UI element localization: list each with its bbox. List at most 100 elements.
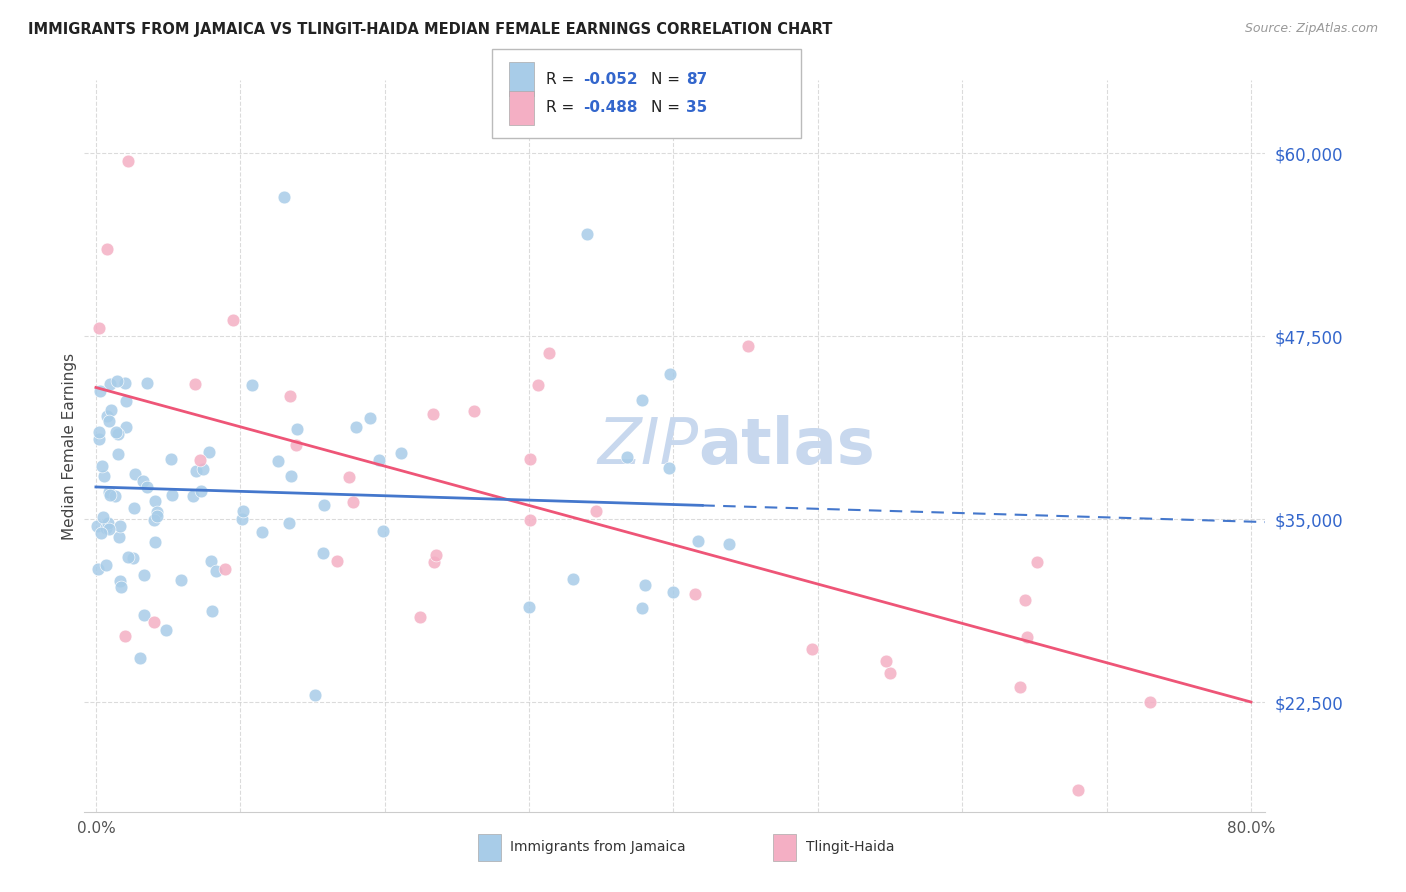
Point [538, 345, 561, 359]
Text: atlas: atlas [699, 415, 876, 477]
Point [184, 464, 207, 478]
Point [280, 390, 302, 404]
Point [875, 654, 897, 668]
Point [200, 554, 222, 568]
Point [132, 474, 155, 488]
Point [519, 451, 541, 466]
Point [87, 433, 110, 447]
Text: R =: R = [546, 101, 579, 115]
Point [1067, 782, 1090, 797]
Point [312, 498, 335, 512]
Point [160, 488, 183, 502]
Point [519, 513, 541, 527]
Point [114, 376, 136, 390]
Point [94, 558, 117, 572]
Point [389, 446, 412, 460]
Point [312, 546, 335, 560]
Point [801, 641, 824, 656]
Point [285, 438, 308, 452]
Point [285, 422, 308, 436]
Y-axis label: Median Female Earnings: Median Female Earnings [62, 352, 77, 540]
Point [527, 378, 550, 392]
Point [136, 480, 159, 494]
Text: -0.052: -0.052 [583, 72, 638, 87]
Point [121, 551, 143, 566]
Point [110, 580, 132, 594]
Point [100, 403, 122, 417]
Point [97, 516, 120, 531]
Text: R =: R = [546, 72, 579, 87]
Text: 87: 87 [686, 72, 707, 87]
Point [371, 524, 394, 538]
Point [1008, 681, 1031, 695]
Point [280, 468, 302, 483]
Point [1017, 630, 1039, 644]
Point [94, 521, 117, 535]
Point [114, 394, 136, 409]
Point [122, 501, 145, 516]
Point [686, 534, 709, 549]
Point [1139, 695, 1161, 709]
Point [337, 470, 360, 484]
Point [96, 242, 118, 256]
Point [98, 487, 121, 501]
Point [422, 407, 444, 421]
Point [143, 534, 166, 549]
Point [134, 608, 156, 623]
Point [408, 610, 430, 624]
Point [132, 567, 155, 582]
Point [423, 555, 446, 569]
Point [662, 585, 685, 599]
Point [631, 393, 654, 408]
Point [155, 624, 177, 638]
Point [273, 190, 295, 204]
Point [108, 519, 131, 533]
Point [344, 420, 367, 434]
Point [184, 376, 207, 391]
Point [630, 601, 652, 615]
Point [342, 495, 364, 509]
Point [143, 494, 166, 508]
Point [658, 367, 681, 381]
Point [114, 629, 136, 643]
Point [108, 574, 131, 588]
Point [201, 604, 224, 618]
Point [181, 489, 204, 503]
Point [87, 425, 110, 439]
Point [222, 312, 245, 326]
Point [633, 578, 655, 592]
Point [304, 688, 326, 702]
Point [129, 650, 152, 665]
Text: IMMIGRANTS FROM JAMAICA VS TLINGIT-HAIDA MEDIAN FEMALE EARNINGS CORRELATION CHAR: IMMIGRANTS FROM JAMAICA VS TLINGIT-HAIDA… [28, 22, 832, 37]
Point [1026, 555, 1049, 569]
Point [193, 462, 215, 476]
Point [326, 554, 349, 568]
Point [188, 453, 211, 467]
Text: 35: 35 [686, 101, 707, 115]
Point [90, 459, 112, 474]
Point [159, 452, 181, 467]
Point [575, 227, 598, 241]
Point [1014, 593, 1036, 607]
Text: Immigrants from Jamaica: Immigrants from Jamaica [510, 840, 686, 855]
Point [135, 376, 157, 390]
Point [658, 460, 681, 475]
Point [562, 572, 585, 586]
Point [100, 376, 122, 391]
Point [115, 420, 138, 434]
Point [145, 508, 167, 523]
Point [240, 378, 263, 392]
Point [107, 447, 129, 461]
Point [585, 504, 607, 518]
Point [517, 599, 540, 614]
Point [124, 467, 146, 481]
Point [737, 339, 759, 353]
Point [91, 510, 114, 524]
Point [205, 564, 228, 578]
Point [170, 573, 193, 587]
Point [359, 410, 381, 425]
Point [198, 445, 221, 459]
Point [108, 530, 131, 544]
Point [463, 404, 485, 418]
Point [87, 562, 110, 576]
